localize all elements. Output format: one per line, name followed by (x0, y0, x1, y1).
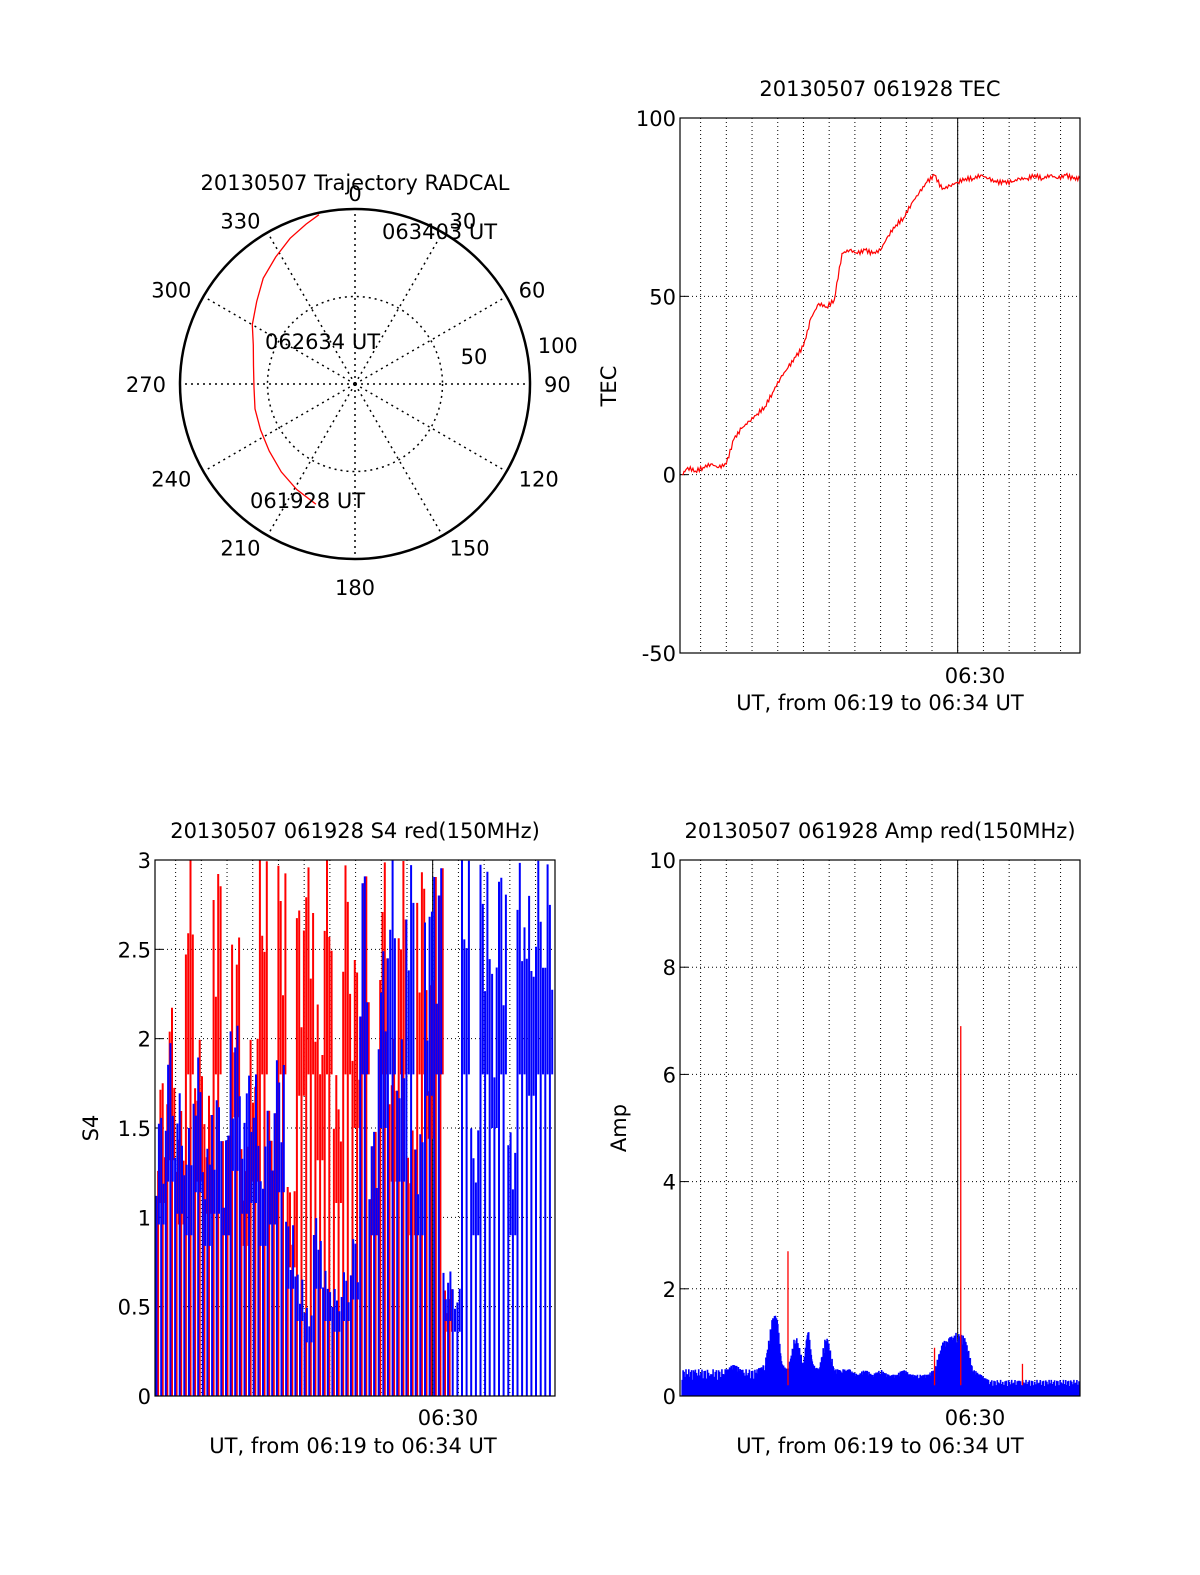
y-tick-label: 0 (663, 464, 676, 488)
y-tick-label: 10 (649, 849, 676, 873)
trajectory-line (251, 214, 320, 505)
plot-frame (154, 859, 556, 1397)
time-label-end: 063403 UT (382, 220, 497, 244)
polar-angle-label: 120 (519, 468, 559, 492)
y-tick-label: 2 (663, 1278, 676, 1302)
polar-spoke (266, 232, 356, 385)
plot-frame (679, 859, 1081, 1397)
y-tick-label: 4 (663, 1171, 676, 1195)
y-tick-label: 50 (649, 285, 676, 309)
series-line-tec (682, 172, 1081, 476)
polar-angle-label: 150 (450, 537, 490, 561)
amp-panel: 20130507 061928 Amp red(150MHz) Amp 06:3… (607, 819, 1081, 1458)
s4-xtick-label: 06:30 (418, 1406, 479, 1430)
series-line-blue (681, 1315, 1080, 1396)
tec-title: 20130507 061928 TEC (759, 77, 1000, 101)
plot-frame (679, 117, 1081, 654)
y-tick-label: 1.5 (118, 1117, 151, 1141)
polar-angle-label: 90 (544, 373, 571, 397)
polar-panel: 20130507 Trajectory RADCAL 0 30 60 90 120 150… (126, 171, 578, 600)
amp-title: 20130507 061928 Amp red(150MHz) (684, 819, 1075, 843)
y-tick-label: 8 (663, 956, 676, 980)
amp-xtick-label: 06:30 (945, 1406, 1006, 1430)
y-tick-label: 6 (663, 1063, 676, 1087)
polar-angle-label: 270 (126, 373, 166, 397)
polar-angle-label: 300 (151, 279, 191, 303)
y-tick-label: 2.5 (118, 938, 151, 962)
polar-spoke (203, 295, 356, 385)
tec-panel: 20130507 061928 TEC TEC 06:30 UT, from 0… (597, 77, 1081, 715)
y-tick-label: 0 (138, 1385, 151, 1409)
polar-radial-label: 100 (538, 334, 578, 358)
polar-angle-label: 240 (151, 468, 191, 492)
polar-inner-circle (266, 295, 444, 473)
polar-radial-label: 50 (461, 345, 488, 369)
polar-angle-label: 210 (220, 537, 260, 561)
polar-angle-label: 180 (335, 576, 375, 600)
polar-angle-label: 0 (348, 182, 361, 206)
s4-panel: 20130507 061928 S4 red(150MHz) S4 06:30 … (79, 819, 556, 1458)
y-tick-label: 1 (138, 1206, 151, 1230)
y-tick-label: 0.5 (118, 1296, 151, 1320)
time-label-mid: 062634 UT (265, 330, 380, 354)
polar-angle-label: 30 (450, 209, 477, 233)
polar-radial-labels: 100 50 (461, 334, 578, 369)
polar-grid (178, 207, 532, 561)
polar-spoke (203, 383, 356, 473)
polar-spoke (354, 232, 444, 385)
series-line-blue (155, 860, 554, 1396)
polar-title: 20130507 Trajectory RADCAL (201, 171, 510, 195)
amp-xlabel: UT, from 06:19 to 06:34 UT (736, 1434, 1024, 1458)
tec-xtick-label: 06:30 (945, 664, 1006, 688)
y-tick-label: 2 (138, 1028, 151, 1052)
s4-xlabel: UT, from 06:19 to 06:34 UT (209, 1434, 497, 1458)
polar-angle-labels: 0 30 60 90 120 150 180 210 240 270 300 330 (126, 182, 571, 600)
polar-spoke (354, 295, 507, 385)
y-tick-label: -50 (642, 642, 676, 666)
y-tick-label: 100 (636, 107, 676, 131)
polar-spoke (266, 383, 356, 536)
time-label-start: 061928 UT (250, 489, 365, 513)
polar-angle-label: 330 (220, 209, 260, 233)
s4-ylabel: S4 (79, 1115, 103, 1142)
s4-title: 20130507 061928 S4 red(150MHz) (170, 819, 540, 843)
polar-spoke (354, 383, 444, 536)
y-tick-label: 3 (138, 849, 151, 873)
polar-spoke (354, 383, 507, 473)
polar-angle-label: 60 (519, 279, 546, 303)
amp-ylabel: Amp (607, 1104, 631, 1152)
tec-ylabel: TEC (597, 366, 621, 408)
tec-xlabel: UT, from 06:19 to 06:34 UT (736, 691, 1024, 715)
y-tick-label: 0 (663, 1385, 676, 1409)
